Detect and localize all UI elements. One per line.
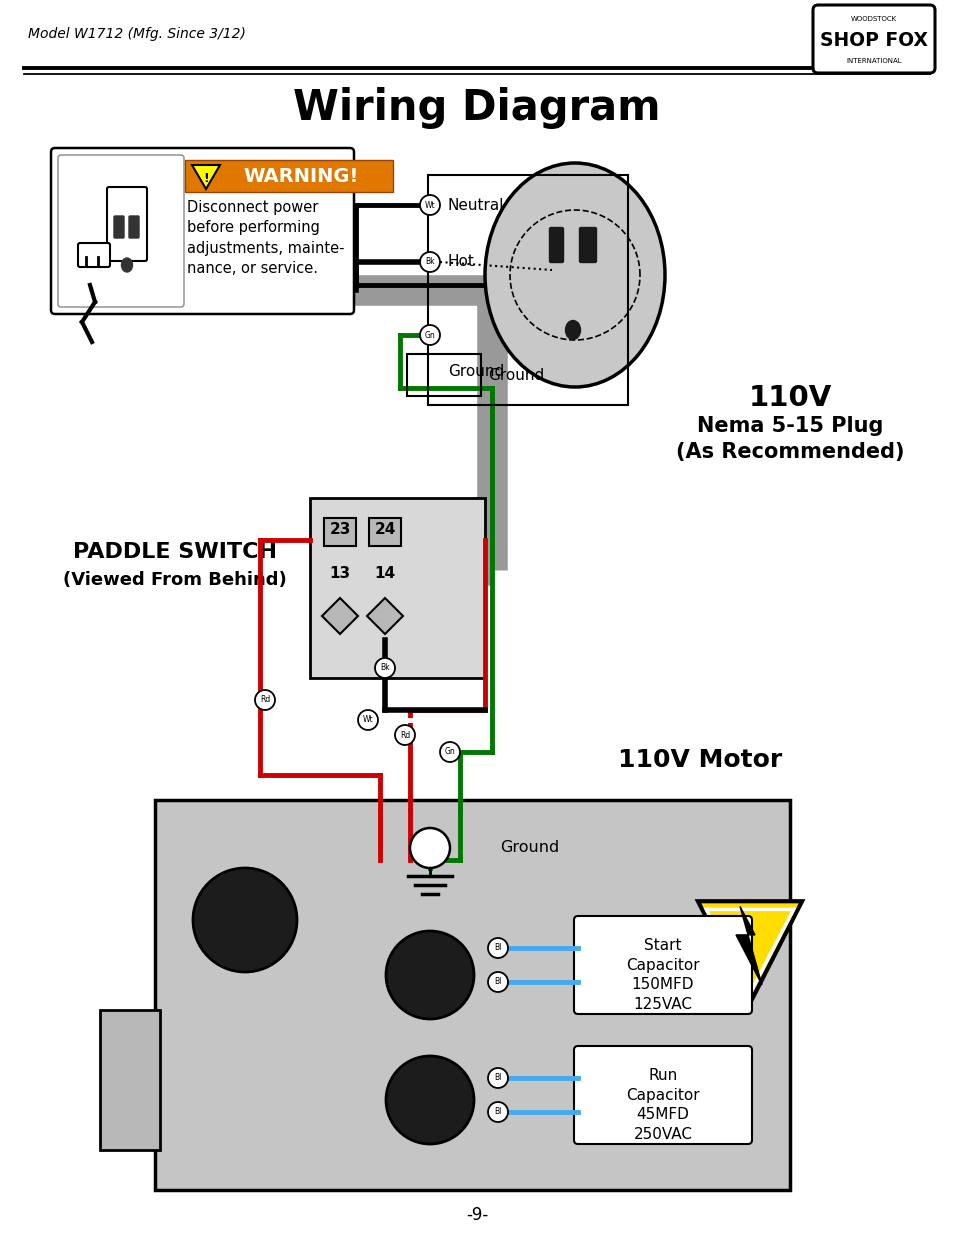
Circle shape <box>488 1102 507 1123</box>
Text: !: ! <box>203 172 209 184</box>
FancyBboxPatch shape <box>369 517 400 546</box>
Text: (As Recommended): (As Recommended) <box>675 442 903 462</box>
Polygon shape <box>322 598 357 634</box>
Circle shape <box>395 725 415 745</box>
Text: Bk: Bk <box>380 663 390 673</box>
Text: Wt: Wt <box>362 715 373 725</box>
Ellipse shape <box>121 258 132 272</box>
Circle shape <box>410 827 450 868</box>
Circle shape <box>419 195 439 215</box>
Polygon shape <box>735 906 761 984</box>
FancyBboxPatch shape <box>100 1010 160 1150</box>
Text: Bl: Bl <box>494 1108 501 1116</box>
Circle shape <box>488 972 507 992</box>
Text: 24: 24 <box>374 521 395 536</box>
Text: INTERNATIONAL: INTERNATIONAL <box>845 58 901 64</box>
Circle shape <box>419 325 439 345</box>
FancyBboxPatch shape <box>549 227 563 263</box>
Text: WARNING!: WARNING! <box>243 167 358 185</box>
Text: Nema 5-15 Plug: Nema 5-15 Plug <box>696 416 882 436</box>
FancyBboxPatch shape <box>129 216 139 238</box>
Circle shape <box>357 710 377 730</box>
Text: Ground: Ground <box>499 841 558 856</box>
Text: Bl: Bl <box>494 977 501 987</box>
Circle shape <box>386 931 474 1019</box>
Text: Gn: Gn <box>424 331 435 340</box>
Text: Rd: Rd <box>259 695 270 704</box>
Circle shape <box>375 658 395 678</box>
FancyBboxPatch shape <box>51 148 354 314</box>
Text: Bl: Bl <box>494 944 501 952</box>
FancyBboxPatch shape <box>154 800 789 1191</box>
FancyBboxPatch shape <box>185 161 393 191</box>
Polygon shape <box>698 902 801 1003</box>
Text: 13: 13 <box>329 566 350 580</box>
Text: Wt: Wt <box>424 200 435 210</box>
Text: Bl: Bl <box>494 1073 501 1083</box>
Text: Run
Capacitor
45MFD
250VAC: Run Capacitor 45MFD 250VAC <box>625 1068 700 1142</box>
Circle shape <box>193 868 296 972</box>
Text: 23: 23 <box>329 521 351 536</box>
Circle shape <box>488 939 507 958</box>
Text: Start
Capacitor
150MFD
125VAC: Start Capacitor 150MFD 125VAC <box>625 937 700 1013</box>
FancyBboxPatch shape <box>113 216 124 238</box>
FancyBboxPatch shape <box>78 243 110 267</box>
Text: Hot: Hot <box>448 254 475 269</box>
Circle shape <box>439 742 459 762</box>
FancyBboxPatch shape <box>324 517 355 546</box>
Text: Ground: Ground <box>448 364 504 379</box>
Circle shape <box>488 1068 507 1088</box>
Text: 110V: 110V <box>747 384 831 412</box>
Text: Wiring Diagram: Wiring Diagram <box>293 86 660 128</box>
FancyBboxPatch shape <box>812 5 934 73</box>
Polygon shape <box>192 165 220 189</box>
Text: Rd: Rd <box>399 730 410 740</box>
Text: Model W1712 (Mfg. Since 3/12): Model W1712 (Mfg. Since 3/12) <box>28 27 246 41</box>
FancyBboxPatch shape <box>574 916 751 1014</box>
Text: (Viewed From Behind): (Viewed From Behind) <box>63 571 287 589</box>
FancyBboxPatch shape <box>58 156 184 308</box>
Text: PADDLE SWITCH: PADDLE SWITCH <box>73 542 276 562</box>
Circle shape <box>419 252 439 272</box>
Text: -9-: -9- <box>465 1207 488 1224</box>
Text: WOODSTOCK: WOODSTOCK <box>850 16 896 22</box>
Text: Gn: Gn <box>444 747 455 757</box>
Ellipse shape <box>484 163 664 387</box>
Text: Bk: Bk <box>425 258 435 267</box>
FancyBboxPatch shape <box>310 498 484 678</box>
Circle shape <box>386 1056 474 1144</box>
Text: 14: 14 <box>374 566 395 580</box>
FancyBboxPatch shape <box>578 227 596 263</box>
FancyBboxPatch shape <box>107 186 147 261</box>
Text: Disconnect power
before performing
adjustments, mainte-
nance, or service.: Disconnect power before performing adjus… <box>187 200 344 277</box>
Circle shape <box>254 690 274 710</box>
Text: Ground: Ground <box>488 368 543 383</box>
FancyBboxPatch shape <box>574 1046 751 1144</box>
Ellipse shape <box>565 321 579 340</box>
Polygon shape <box>367 598 402 634</box>
Text: Neutral: Neutral <box>448 198 504 212</box>
Text: SHOP FOX: SHOP FOX <box>820 32 927 51</box>
Text: 110V Motor: 110V Motor <box>618 748 781 772</box>
